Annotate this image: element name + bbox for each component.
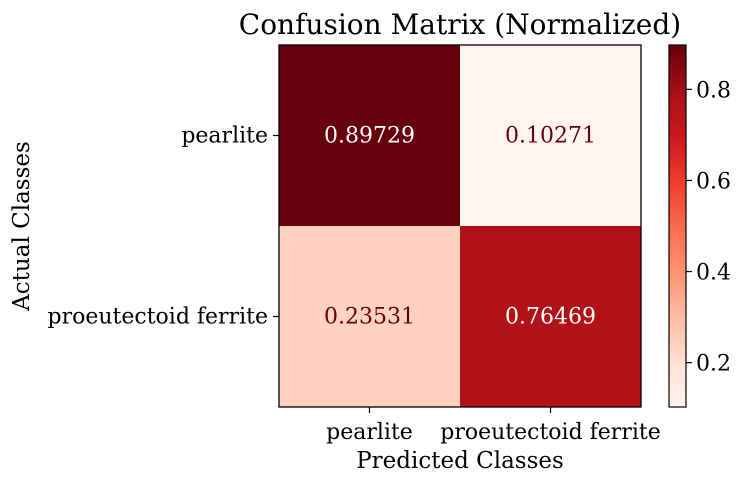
y-tick-label-1: proeutectoid ferrite bbox=[47, 305, 268, 330]
matrix-frame bbox=[278, 44, 642, 408]
colorbar-ticks: 0.2 0.4 0.6 0.8 bbox=[686, 78, 731, 377]
matrix-cells bbox=[279, 45, 641, 407]
y-tick-label-0: pearlite bbox=[181, 124, 268, 149]
cell-value-0-0: 0.89729 bbox=[324, 124, 415, 149]
matrix-cell-1-1 bbox=[460, 226, 641, 407]
y-axis-ticks: pearlite proeutectoid ferrite bbox=[47, 124, 279, 330]
x-axis-ticks: pearlite proeutectoid ferrite bbox=[326, 407, 661, 445]
matrix-cell-0-1 bbox=[460, 45, 641, 226]
cell-value-labels: 0.89729 0.10271 0.23531 0.76469 bbox=[324, 124, 596, 330]
x-axis-label: Predicted Classes bbox=[356, 448, 564, 474]
matrix-cell-0-0 bbox=[279, 45, 460, 226]
cell-value-0-1: 0.10271 bbox=[505, 124, 596, 149]
matrix-cell-1-0 bbox=[279, 226, 460, 407]
x-tick-label-0: pearlite bbox=[326, 420, 413, 445]
x-tick-label-1: proeutectoid ferrite bbox=[440, 420, 661, 445]
colorbar bbox=[668, 44, 687, 408]
colorbar-tick-label-1: 0.4 bbox=[696, 261, 731, 286]
colorbar-tick-label-2: 0.6 bbox=[696, 169, 731, 194]
cell-value-1-1: 0.76469 bbox=[505, 305, 596, 330]
chart-title: Confusion Matrix (Normalized) bbox=[239, 8, 681, 41]
y-axis-label: Actual Classes bbox=[9, 141, 35, 312]
cell-value-1-0: 0.23531 bbox=[324, 305, 415, 330]
colorbar-tick-label-0: 0.2 bbox=[696, 352, 731, 377]
colorbar-tick-label-3: 0.8 bbox=[696, 78, 731, 103]
